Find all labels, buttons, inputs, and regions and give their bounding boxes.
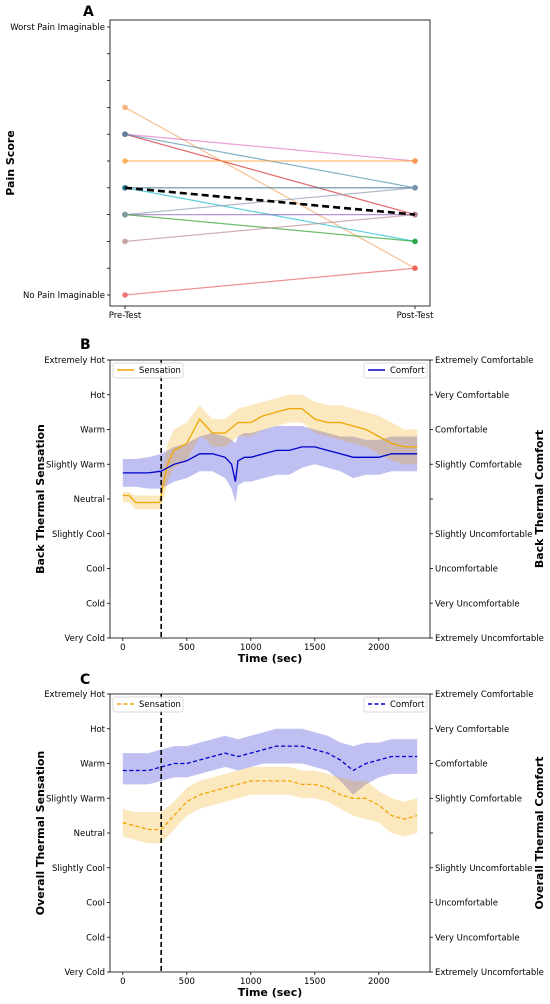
x-tick-label: 500 [179, 977, 195, 987]
participant-point-pre [122, 211, 128, 218]
y-right-tick-label: Comfortable [435, 426, 488, 436]
y-right-axis-title: Back Thermal Comfort [533, 430, 546, 568]
x-tick-label: 1000 [240, 977, 262, 987]
y-left-tick-label: Slightly Cool [52, 864, 105, 874]
y-left-axis-title: Overall Thermal Sensation [34, 751, 47, 916]
x-tick-label: 1000 [240, 643, 262, 653]
legend-comfort-label: Comfort [390, 700, 425, 710]
y-tick-label: Worst Pain Imaginable [10, 23, 105, 33]
y-right-tick-label: Slightly Uncomfortable [435, 530, 532, 540]
y-left-tick-label: Warm [80, 760, 105, 770]
y-right-tick-label: Uncomfortable [435, 899, 498, 909]
y-left-tick-label: Hot [90, 725, 106, 735]
y-right-tick-label: Very Comfortable [435, 725, 509, 735]
y-right-tick-label: Uncomfortable [435, 565, 498, 575]
participant-line [124, 133, 416, 216]
x-tick-label: 2000 [368, 643, 390, 653]
y-left-tick-label: Very Cold [64, 968, 105, 978]
panel-a-frame [109, 19, 431, 307]
participant-point-post [412, 238, 418, 245]
x-tick-label: 0 [120, 977, 125, 987]
legend-comfort-box [363, 696, 428, 713]
participant-point-post [412, 265, 418, 272]
y-right-tick-label: Slightly Uncomfortable [435, 864, 532, 874]
x-tick-label: 1500 [304, 643, 326, 653]
y-left-tick-label: Hot [90, 391, 106, 401]
y-right-tick-label: Slightly Comfortable [435, 460, 522, 470]
y-left-tick-label: Slightly Warm [46, 794, 105, 804]
comfort-band [122, 728, 418, 795]
panel-b-letter: B [80, 337, 91, 353]
y-left-tick-label: Slightly Cool [52, 530, 105, 540]
participant-point-post [412, 185, 418, 191]
comfort-band [122, 426, 418, 503]
legend-sensation-box [112, 696, 184, 713]
comfort-line [122, 745, 418, 772]
legend-sensation-label: Sensation [139, 700, 181, 710]
y-left-tick-label: Cool [86, 565, 105, 575]
y-left-tick-label: Cold [86, 933, 105, 943]
panel-c-letter: C [80, 672, 90, 688]
y-left-tick-label: Warm [80, 426, 105, 436]
participant-point-pre [122, 131, 128, 137]
legend-sensation-label: Sensation [139, 366, 181, 376]
x-tick-label: 2000 [368, 977, 390, 987]
y-left-tick-label: Extremely Hot [44, 356, 105, 366]
mean-line [124, 186, 416, 216]
participant-point-pre [122, 104, 128, 111]
comfort-line [122, 446, 418, 482]
y-left-tick-label: Very Cold [64, 634, 105, 644]
legend-comfort-box [363, 362, 428, 379]
y-right-tick-label: Extremely Uncomfortable [435, 634, 544, 644]
participant-point-post [412, 158, 418, 164]
panel-c-overall-thermal-chart: Very Cold Cold Cool Slightly Cool Neutral Sli… [34, 690, 546, 999]
y-left-tick-label: Cool [86, 899, 105, 909]
y-right-tick-label: Very Comfortable [435, 391, 509, 401]
y-right-tick-label: Comfortable [435, 760, 488, 770]
sensation-band [122, 767, 418, 844]
x-axis-title: Time (sec) [238, 986, 303, 999]
x-tick-label: 0 [120, 643, 125, 653]
y-left-axis-title: Back Thermal Sensation [34, 424, 47, 574]
participant-point-pre [122, 158, 128, 164]
y-left-tick-label: Neutral [74, 829, 105, 839]
x-axis-title: Time (sec) [238, 652, 303, 665]
participant-line [124, 267, 416, 296]
participant-point-pre [122, 238, 128, 245]
sensation-line [122, 407, 418, 504]
participant-point-pre [122, 292, 128, 298]
y-left-tick-label: Cold [86, 599, 105, 609]
sensation-line [122, 780, 418, 831]
legend-sensation-box [112, 362, 184, 379]
participant-line [124, 133, 416, 162]
y-right-tick-label: Very Uncomfortable [435, 933, 520, 943]
y-left-tick-label: Slightly Warm [46, 460, 105, 470]
y-left-tick-label: Neutral [74, 495, 105, 505]
y-tick-label: No Pain Imaginable [23, 291, 105, 301]
x-tick-label: Pre-Test [109, 311, 142, 321]
y-right-tick-label: Slightly Comfortable [435, 794, 522, 804]
y-axis-title: Pain Score [4, 130, 17, 196]
x-tick-label: 500 [179, 643, 195, 653]
y-right-tick-label: Extremely Comfortable [435, 356, 534, 366]
participant-line [124, 214, 416, 242]
panel-a-letter: A [83, 4, 94, 20]
x-tick-label: Post-Test [397, 311, 434, 321]
panel-a-pain-chart: No Pain Imaginable Worst Pain Imaginable P… [4, 19, 434, 321]
y-right-tick-label: Extremely Uncomfortable [435, 968, 544, 978]
legend-comfort-label: Comfort [390, 366, 425, 376]
y-left-tick-label: Extremely Hot [44, 690, 105, 700]
x-tick-label: 1500 [304, 977, 326, 987]
y-right-tick-label: Very Uncomfortable [435, 599, 520, 609]
panel-b-back-thermal-chart: Very Cold Cold Cool Slightly Cool Neutral Sli… [34, 356, 546, 665]
y-right-tick-label: Extremely Comfortable [435, 690, 534, 700]
y-right-axis-title: Overall Thermal Comfort [533, 756, 546, 909]
